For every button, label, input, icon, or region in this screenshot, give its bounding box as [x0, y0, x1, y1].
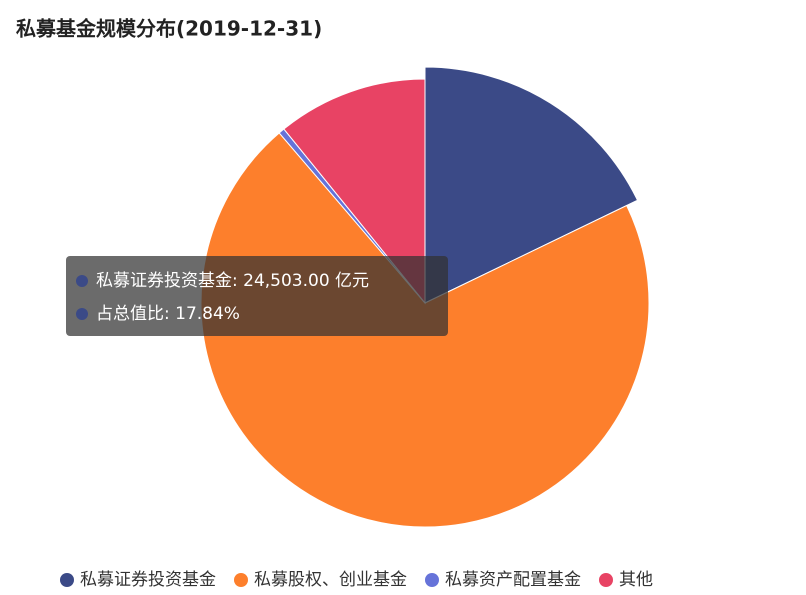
chart-title: 私募基金规模分布(2019-12-31): [16, 17, 322, 41]
legend-marker: [60, 573, 74, 587]
legend-label: 其他: [619, 570, 653, 590]
tooltip-text: 私募证券投资基金: 24,503.00 亿元: [96, 271, 369, 291]
pie-slice: [424, 66, 639, 304]
tooltip-marker: [76, 308, 88, 320]
pie-slice: [283, 78, 426, 305]
tooltip-marker: [76, 275, 88, 287]
tooltip-box: [66, 256, 448, 336]
legend-label: 私募股权、创业基金: [254, 570, 407, 590]
legend-marker: [234, 573, 248, 587]
legend-label: 私募资产配置基金: [445, 570, 581, 590]
legend-label: 私募证券投资基金: [80, 570, 216, 590]
tooltip-text: 占总值比: 17.84%: [96, 304, 240, 324]
legend-marker: [425, 573, 439, 587]
legend-marker: [599, 573, 613, 587]
